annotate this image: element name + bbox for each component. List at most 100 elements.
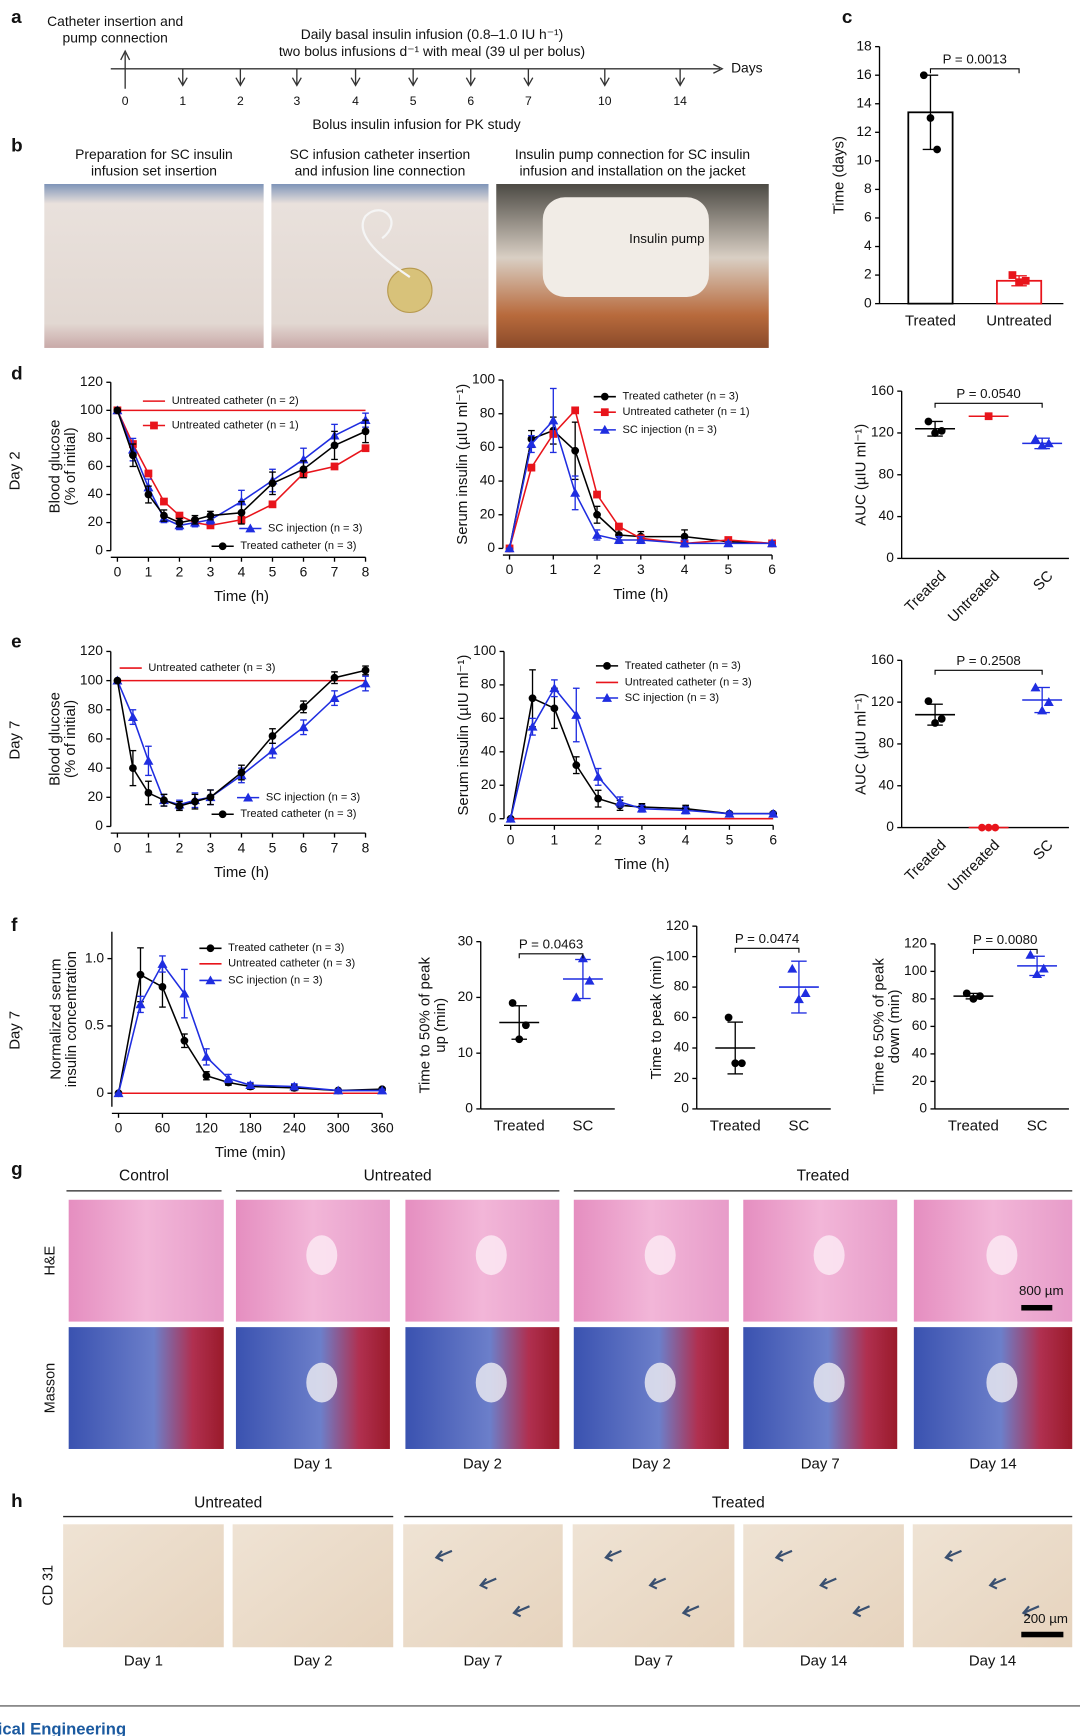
day-label: Day 2 <box>632 1455 671 1472</box>
y-axis-label: Blood glucose <box>46 692 63 786</box>
legend-marker <box>599 424 610 434</box>
y-tick-label: 40 <box>879 776 895 792</box>
x-tick-label: 1 <box>551 832 559 848</box>
data-point <box>572 761 581 770</box>
y-tick-label: 160 <box>871 651 894 667</box>
data-point <box>1032 969 1043 979</box>
stain-label: H&E <box>43 1246 59 1276</box>
timeline-day: 0 <box>122 94 129 108</box>
day-label: Day 1 <box>293 1455 332 1472</box>
timeline-arrow <box>120 49 131 89</box>
tissue-feature <box>306 1235 338 1276</box>
y-tick-label: 80 <box>88 429 104 445</box>
data-point <box>179 988 190 998</box>
photo-annotation: Insulin pump <box>629 231 704 246</box>
data-point <box>615 796 626 806</box>
data-point <box>1008 271 1017 279</box>
y-tick-label: 80 <box>879 735 895 751</box>
data-point <box>592 529 603 539</box>
data-point <box>504 543 515 553</box>
data-point <box>571 446 580 455</box>
x-tick-label: 7 <box>331 839 339 855</box>
y-tick-label: 0 <box>919 1100 927 1116</box>
data-point <box>1038 963 1049 973</box>
x-tick-label: 6 <box>300 563 308 579</box>
data-point <box>613 535 624 544</box>
timeline-arrow <box>291 68 302 87</box>
annotation: P = 0.0540 <box>956 386 1020 401</box>
y-tick-label: 20 <box>480 505 496 521</box>
y-tick-label: 60 <box>674 1008 690 1024</box>
data-point <box>237 768 246 777</box>
vessel-arrow <box>1021 1605 1040 1618</box>
data-point <box>571 710 582 719</box>
panel-letter: g <box>11 1158 23 1179</box>
y-tick-label: 0 <box>95 817 103 833</box>
y-tick-label: 40 <box>912 1045 928 1061</box>
data-point <box>330 441 339 450</box>
timeline-day: 14 <box>673 94 687 108</box>
y-axis-label: down (min) <box>886 989 903 1063</box>
vessel-arrow <box>512 1605 530 1618</box>
y-tick-label: 20 <box>458 988 474 1004</box>
data-point <box>549 683 560 693</box>
day-label: Day 14 <box>800 1653 847 1670</box>
series-line <box>116 669 366 807</box>
timeline-arrow <box>465 68 476 87</box>
legend-label: Treated catheter (n = 3) <box>240 808 356 820</box>
y-axis-label: Serum insulin (µIU ml⁻¹) <box>454 384 471 545</box>
timeline-label: Daily basal insulin infusion (0.8–1.0 IU… <box>301 26 563 42</box>
legend-marker <box>602 692 612 702</box>
timeline-day: 5 <box>410 94 417 108</box>
x-tick-label: Treated <box>494 1118 545 1135</box>
data-point <box>237 508 246 517</box>
x-tick-label: 60 <box>155 1120 171 1136</box>
series-line <box>116 680 366 806</box>
data-point <box>978 823 986 832</box>
y-axis-label: Time (days) <box>831 136 848 214</box>
data-point <box>594 794 603 803</box>
data-point <box>731 1059 740 1068</box>
y-tick-label: 40 <box>88 485 104 501</box>
x-tick-label: 1 <box>145 563 153 579</box>
data-point <box>984 823 993 832</box>
y-tick-label: 10 <box>458 1044 474 1060</box>
y-tick-label: 20 <box>481 776 497 792</box>
x-tick-label: SC <box>1030 837 1057 864</box>
data-point <box>615 522 623 531</box>
y-axis-label: (% of initial) <box>62 427 79 505</box>
y-tick-label: 6 <box>864 209 872 225</box>
y-tick-label: 8 <box>864 180 872 196</box>
legend-label: Treated catheter (n = 3) <box>228 942 344 954</box>
y-tick-label: 0 <box>886 549 894 565</box>
y-axis-label: AUC (µIU ml⁻¹) <box>853 424 870 526</box>
data-point <box>143 755 154 765</box>
y-tick-label: 120 <box>904 935 927 951</box>
series-line <box>508 429 773 549</box>
y-tick-label: 20 <box>912 1072 928 1088</box>
data-point <box>548 415 559 425</box>
data-point <box>202 1071 211 1080</box>
legend-marker <box>600 408 609 417</box>
data-point <box>593 490 601 499</box>
timeline-arrow <box>599 68 610 87</box>
x-tick-label: SC <box>1030 567 1057 594</box>
vessel-arrow <box>648 1577 667 1590</box>
y-tick-label: 80 <box>912 990 928 1006</box>
data-point <box>931 719 939 727</box>
x-tick-label: 0 <box>507 832 515 848</box>
data-point <box>528 694 537 703</box>
legend-marker <box>243 792 254 802</box>
row-label: Day 2 <box>6 451 23 490</box>
annotation: P = 0.0463 <box>519 937 583 952</box>
photo-caption: Insulin pump connection for SC insulin <box>515 146 750 162</box>
y-tick-label: 120 <box>80 642 103 658</box>
x-axis-label: Time (h) <box>614 856 669 873</box>
y-tick-label: 120 <box>871 693 894 709</box>
y-tick-label: 40 <box>879 507 895 523</box>
data-point <box>515 1035 524 1044</box>
data-point <box>924 417 933 426</box>
legend-label: Untreated catheter (n = 3) <box>625 676 752 688</box>
data-point <box>924 697 933 705</box>
